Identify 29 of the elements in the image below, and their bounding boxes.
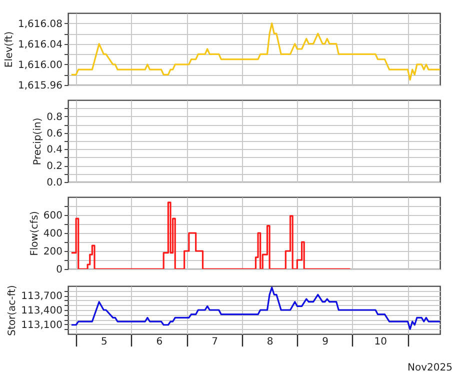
y-tick-label: 113,100 [21,320,62,331]
line-series [70,286,440,330]
y-tick-label: 200 [43,246,62,258]
x-tick-label: 5 [101,336,108,348]
line-series [70,22,440,81]
y-axis-title: Elev(ft) [4,31,15,68]
y-tick-label: 0.6 [46,128,62,140]
y-tick-label: 0.2 [46,161,62,172]
x-tick-label: 9 [322,336,329,348]
x-axis-title: Nov2025 [408,362,452,374]
x-tick-label: 7 [212,336,218,348]
y-tick-label: 0.4 [46,144,62,156]
x-tick-label: 8 [266,336,274,348]
y-tick-label: 113,700 [21,291,62,302]
y-tick-label: 400 [43,228,62,240]
y-tick-label: 1,616.00 [18,60,62,71]
y-tick-label: 1,616.08 [18,18,62,30]
y-axis-title: Flow(cfs) [29,210,40,256]
y-tick-label: 0 [56,264,62,276]
y-axis-title: Stor(ac-ft) [7,285,18,336]
y-tick-label: 0.8 [46,112,62,123]
y-tick-label: 1,615.96 [18,80,62,92]
x-tick-label: 6 [156,336,163,348]
y-tick-label: 1,616.04 [18,39,62,50]
y-tick-label: 0.0 [46,178,62,188]
y-axis-title: Precip(in) [32,118,44,166]
y-tick-label: 600 [43,210,62,222]
x-tick-label: 10 [374,336,387,348]
y-tick-label: 113,400 [21,306,62,316]
